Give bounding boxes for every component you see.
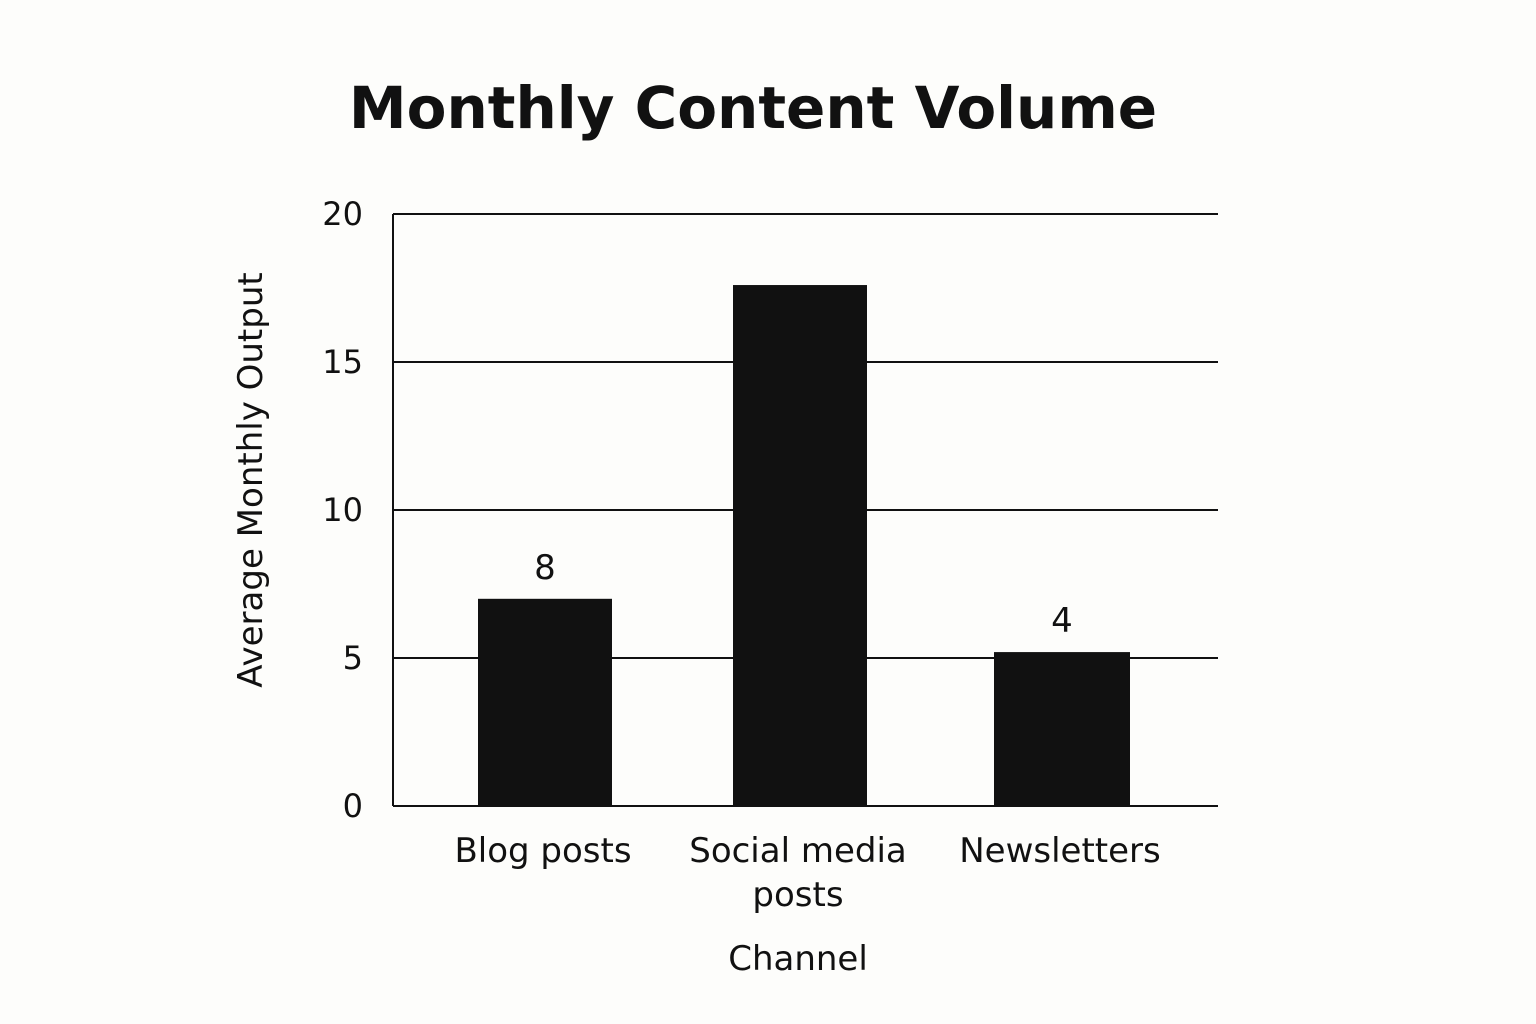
- y-axis-label: Average Monthly Output: [231, 272, 271, 687]
- x-tick-label: posts: [752, 875, 843, 915]
- data-label: 4: [1051, 601, 1073, 641]
- y-tick-label: 15: [322, 343, 363, 381]
- y-tick-label: 5: [343, 639, 363, 677]
- bar: [994, 652, 1130, 806]
- x-tick-label: Social media: [689, 831, 907, 871]
- data-label: 8: [534, 548, 556, 588]
- x-tick-label: Blog posts: [454, 831, 631, 871]
- x-tick-label: Newsletters: [959, 831, 1161, 871]
- y-tick-label: 20: [322, 195, 363, 233]
- chart-title: Monthly Content Volume: [349, 74, 1157, 142]
- y-tick-label: 10: [322, 491, 363, 529]
- bar: [733, 285, 867, 806]
- y-tick-label: 0: [343, 787, 363, 825]
- bar: [478, 598, 612, 806]
- x-axis-label: Channel: [728, 939, 868, 979]
